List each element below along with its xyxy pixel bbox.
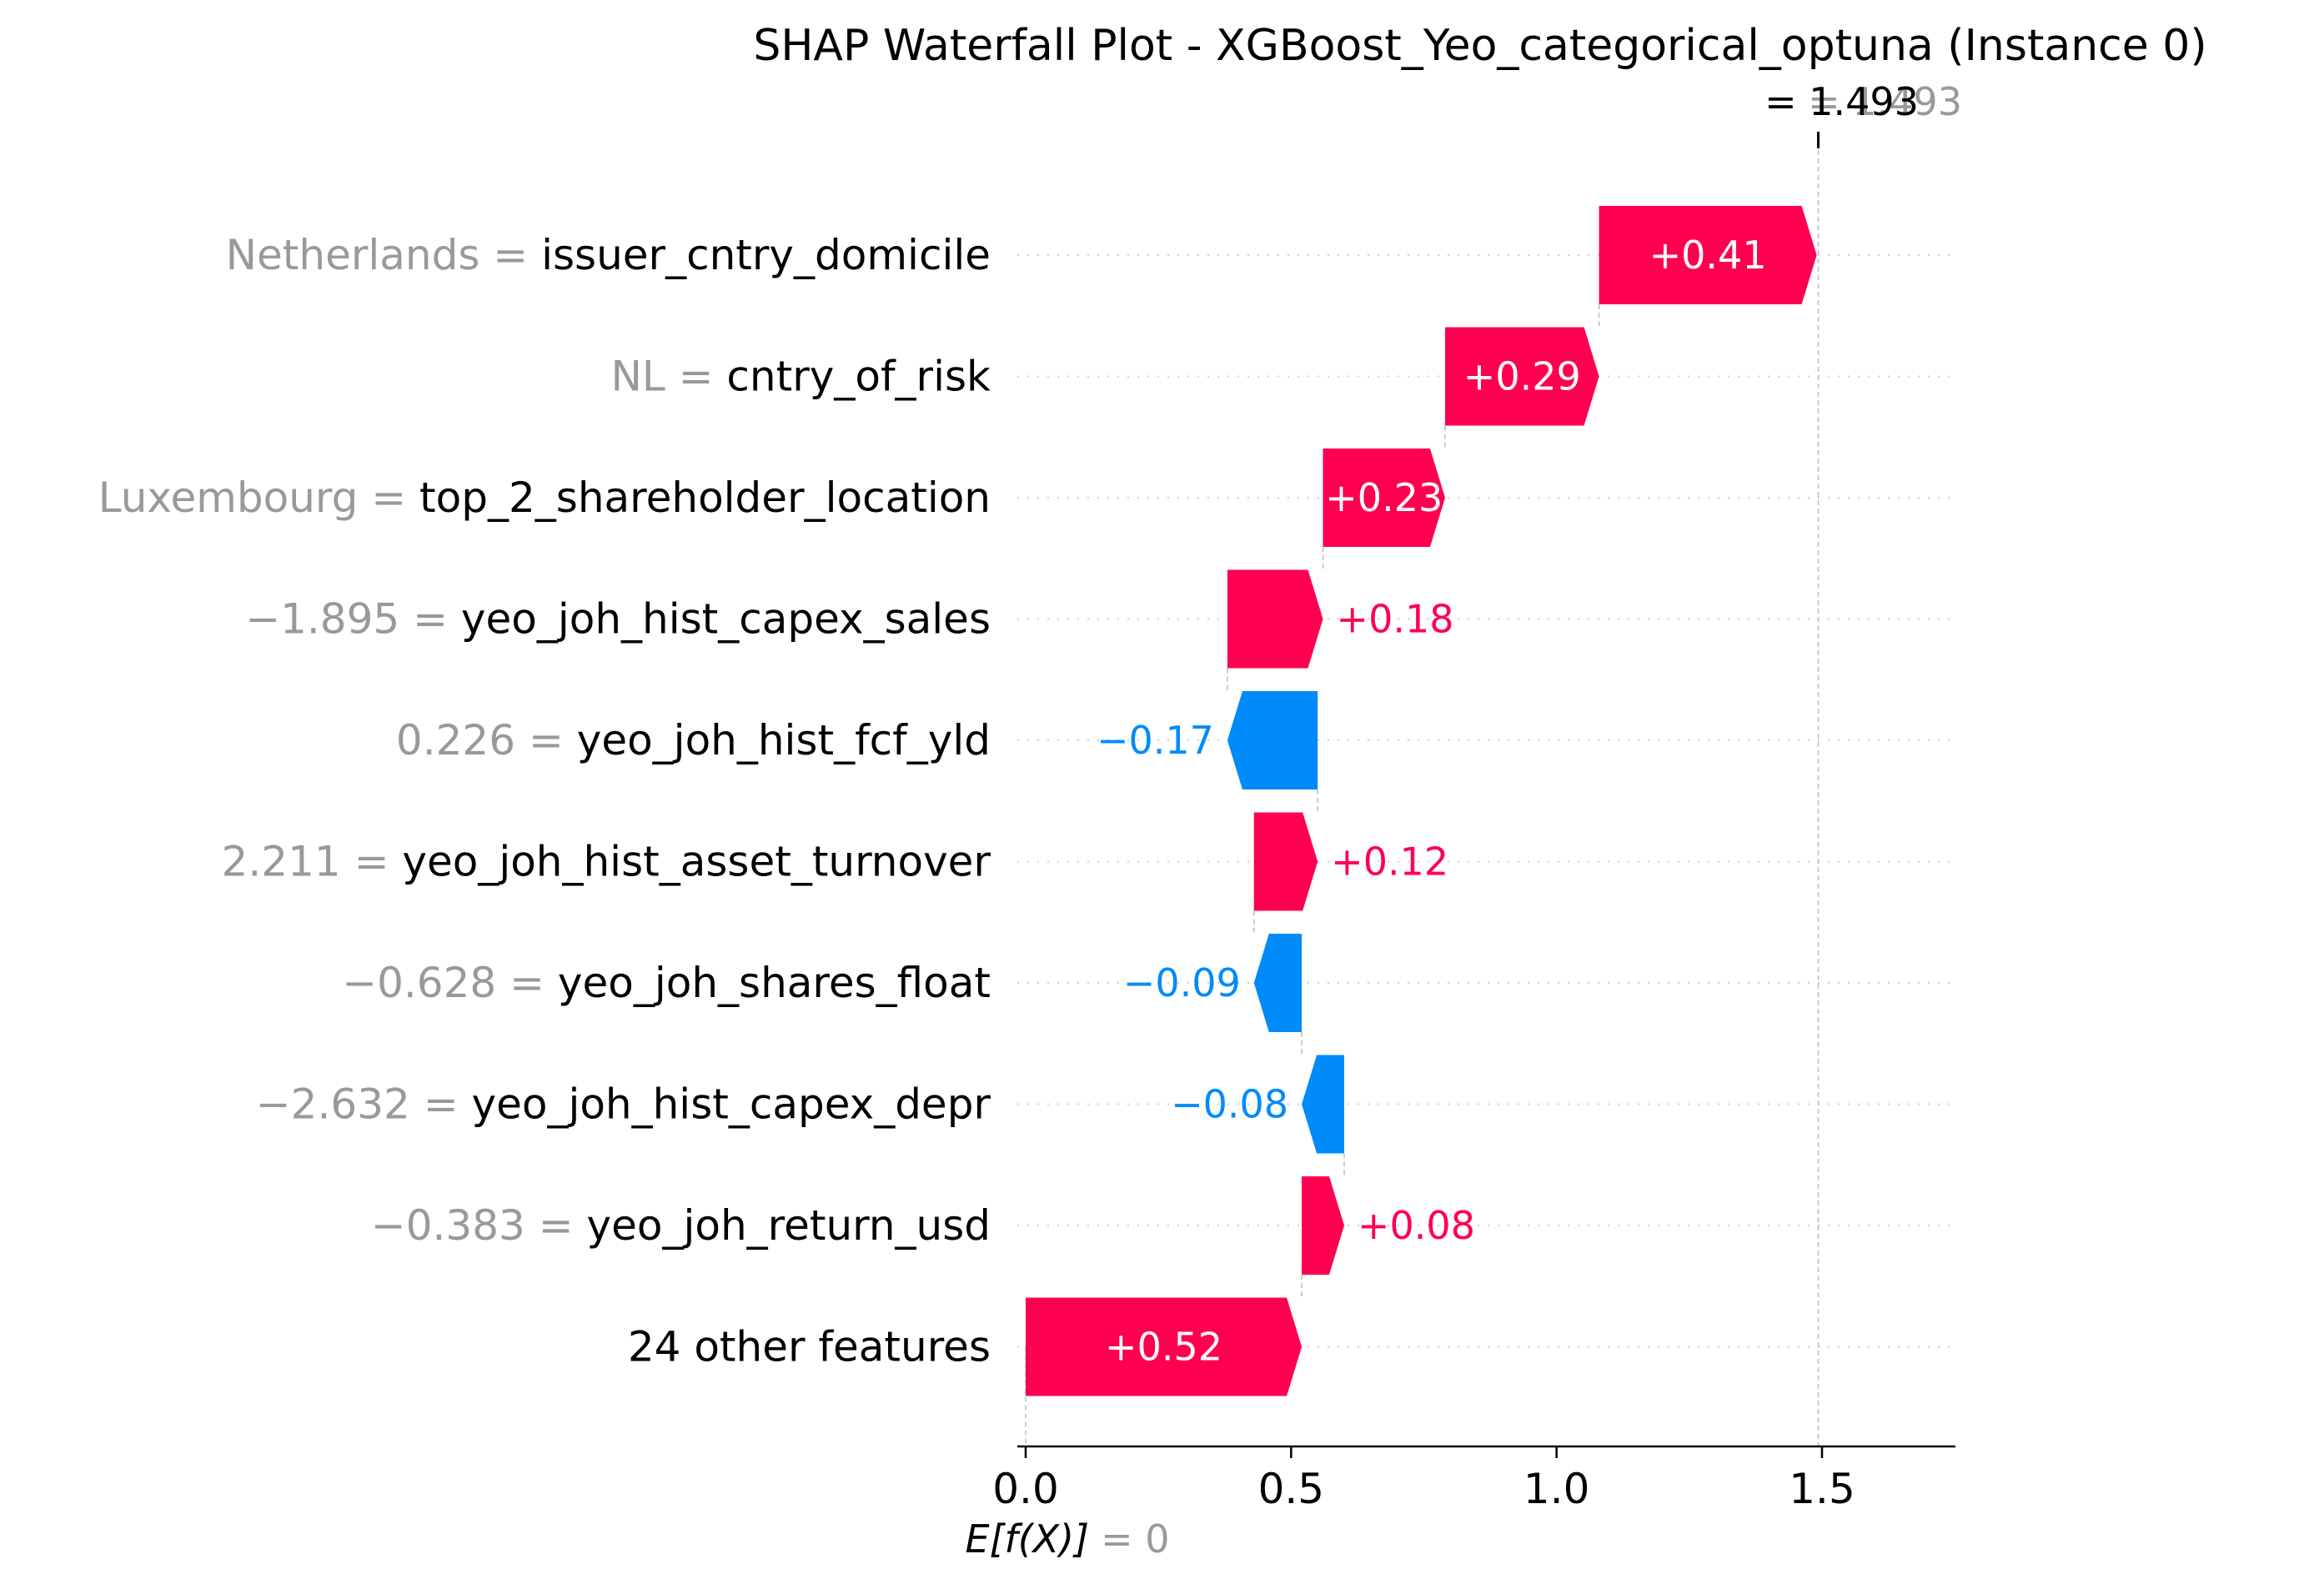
bar-value-label: +0.52 bbox=[1105, 1325, 1222, 1370]
negative-bar bbox=[1227, 691, 1318, 789]
chart-title: SHAP Waterfall Plot - XGBoost_Yeo_catego… bbox=[753, 21, 2206, 71]
x-tick-label: 1.0 bbox=[1523, 1465, 1590, 1513]
positive-bar bbox=[1026, 1297, 1303, 1396]
feature-label: 0.226 = yeo_joh_hist_fcf_yld bbox=[396, 716, 991, 764]
bar-value-label: +0.41 bbox=[1649, 233, 1767, 278]
feature-name: top_2_shareholder_location bbox=[419, 474, 991, 522]
feature-name: yeo_joh_hist_fcf_yld bbox=[577, 716, 991, 764]
feature-label: −0.628 = yeo_joh_shares_float bbox=[342, 959, 991, 1007]
base-value-text: = 0 bbox=[1101, 1516, 1169, 1561]
x-tick-label: 0.0 bbox=[992, 1465, 1059, 1513]
positive-bar bbox=[1227, 569, 1323, 669]
feature-name: yeo_joh_return_usd bbox=[587, 1201, 991, 1250]
feature-name: issuer_cntry_domicile bbox=[541, 231, 991, 279]
base-value-label: E[f(X)] = 0 bbox=[966, 1516, 1170, 1561]
final-value-label: = 1.493 bbox=[1764, 79, 1919, 124]
feature-value: NL = bbox=[610, 353, 726, 401]
feature-value: −0.383 = bbox=[371, 1201, 587, 1250]
feature-name: cntry_of_risk bbox=[726, 353, 991, 401]
feature-value: 2.211 = bbox=[222, 838, 403, 886]
feature-name: 24 other features bbox=[628, 1323, 991, 1371]
base-label: E[f(X)] bbox=[966, 1516, 1090, 1561]
feature-label: −1.895 = yeo_joh_hist_capex_sales bbox=[245, 595, 991, 644]
feature-value: −1.895 = bbox=[245, 595, 461, 644]
feature-name: yeo_joh_shares_float bbox=[558, 959, 991, 1007]
x-axis: 0.0 0.5 1.0 1.5 E[f(X)] = 0 bbox=[966, 1445, 1955, 1561]
positive-bar bbox=[1302, 1176, 1344, 1275]
feature-value: 0.226 = bbox=[396, 716, 577, 764]
feature-value: −0.628 = bbox=[342, 959, 558, 1007]
negative-bar bbox=[1302, 1055, 1344, 1154]
x-tick-label: 1.5 bbox=[1789, 1465, 1855, 1513]
feature-value: Netherlands = bbox=[226, 231, 541, 279]
bar-value-label: +0.08 bbox=[1358, 1203, 1475, 1248]
reference-lines bbox=[1025, 132, 1820, 1446]
bar-value-label: +0.23 bbox=[1325, 475, 1443, 520]
x-tick-label: 0.5 bbox=[1258, 1465, 1325, 1513]
feature-label: NL = cntry_of_risk bbox=[610, 353, 991, 401]
positive-bar bbox=[1323, 449, 1445, 547]
bar-value-label: −0.08 bbox=[1171, 1082, 1288, 1127]
feature-label: Netherlands = issuer_cntry_domicile bbox=[226, 231, 991, 279]
feature-label: −2.632 = yeo_joh_hist_capex_depr bbox=[256, 1080, 991, 1129]
bar-value-label: +0.12 bbox=[1331, 840, 1448, 885]
feature-name: yeo_joh_hist_capex_sales bbox=[461, 595, 991, 644]
bar-value-label: −0.17 bbox=[1097, 718, 1214, 763]
feature-name: yeo_joh_hist_asset_turnover bbox=[402, 838, 991, 886]
feature-value: Luxembourg = bbox=[98, 474, 419, 522]
feature-label: 2.211 = yeo_joh_hist_asset_turnover bbox=[222, 838, 991, 886]
positive-bar bbox=[1444, 327, 1599, 426]
bar-value-label: −0.09 bbox=[1123, 960, 1241, 1005]
bar-value-label: +0.29 bbox=[1463, 354, 1581, 399]
feature-labels: +0.41 Netherlands = issuer_cntry_domicile… bbox=[98, 79, 1962, 1371]
positive-bar bbox=[1253, 812, 1318, 911]
feature-label: 24 other features bbox=[628, 1323, 991, 1371]
feature-name: yeo_joh_hist_capex_depr bbox=[472, 1080, 991, 1129]
bar-value-label: +0.18 bbox=[1337, 597, 1454, 642]
feature-label: −0.383 = yeo_joh_return_usd bbox=[371, 1201, 991, 1250]
feature-value: −2.632 = bbox=[256, 1080, 472, 1129]
feature-label: Luxembourg = top_2_shareholder_location bbox=[98, 474, 991, 522]
negative-bar bbox=[1253, 934, 1303, 1032]
final-value-ghost-label: = 1.493 bbox=[1808, 79, 1962, 124]
bars bbox=[1026, 206, 1817, 1396]
positive-bar bbox=[1599, 206, 1817, 304]
